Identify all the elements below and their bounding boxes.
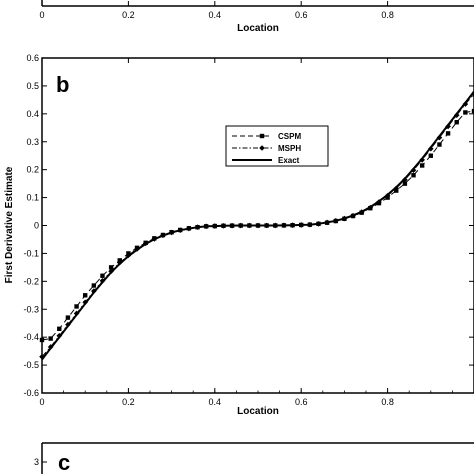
panel-b: 0 0.2 0.4 0.6 0.8 -0.6-0.5-0.4-0.3-0.2-0.100… xyxy=(4,53,474,417)
panel-b-y-tick-label: -0.5 xyxy=(23,360,39,370)
panel-b-y-axis-label: First Derivative Estimate xyxy=(4,166,15,283)
cspm-point xyxy=(437,142,442,147)
legend-label-exact: Exact xyxy=(278,156,300,165)
legend-marker-msph xyxy=(259,145,265,151)
panel-c-y-tick-label: 3 xyxy=(34,457,39,467)
cspm-point xyxy=(83,293,88,298)
panel-a-x-tick-label: 0.8 xyxy=(381,10,394,20)
cspm-point xyxy=(108,265,114,270)
cspm-point xyxy=(39,337,45,343)
panel-a-x-axis-label: Location xyxy=(237,23,279,34)
panel-b-letter: b xyxy=(56,72,69,97)
cspm-point xyxy=(454,120,459,125)
series-line-exact xyxy=(41,90,474,361)
cspm-point xyxy=(57,326,62,331)
panel-b-y-tick-label: 0.6 xyxy=(26,53,39,63)
panel-c-y-ticks: 3 xyxy=(34,457,47,467)
cspm-point xyxy=(411,173,416,178)
panel-b-y-tick-label: 0 xyxy=(34,221,39,231)
legend-label-msph: MSPH xyxy=(278,144,301,153)
panel-b-x-axis-label: Location xyxy=(237,406,279,417)
panel-b-y-tick-label: 0.1 xyxy=(26,193,39,203)
legend: CSPM MSPH Exact xyxy=(225,125,329,167)
panel-c: c 3 xyxy=(34,442,474,474)
panel-b-y-tick-label: -0.4 xyxy=(23,332,39,342)
panel-a-x-tick-label: 0 xyxy=(39,10,44,20)
panel-a-x-tick-label: 0.6 xyxy=(295,10,308,20)
cspm-point xyxy=(463,110,468,115)
panel-b-y-tick-label: -0.3 xyxy=(23,304,39,314)
panel-b-x-tick-label: 0.8 xyxy=(381,397,394,407)
cspm-point xyxy=(445,131,451,136)
panel-b-x-tick-label: 0 xyxy=(39,397,44,407)
cspm-point xyxy=(471,108,474,114)
panel-b-x-tick-label: 0.6 xyxy=(295,397,308,407)
cspm-point xyxy=(48,336,53,341)
cspm-point xyxy=(65,315,71,320)
panel-b-x-ticks: 0 0.2 0.4 0.6 0.8 xyxy=(39,58,474,407)
cspm-point xyxy=(74,304,79,309)
panel-b-y-tick-label: 0.2 xyxy=(26,165,39,175)
panel-b-y-ticks: -0.6 -0.5 -0.4 -0.3 -0.2 -0.1 0 0.1 0.2 0.3 0.4 0.5… xyxy=(23,53,474,398)
legend-marker-cspm xyxy=(259,133,265,139)
series-line-cspm xyxy=(41,110,474,341)
panel-b-y-tick-label: -0.6 xyxy=(23,388,39,398)
panel-b-x-tick-label: 0.4 xyxy=(209,397,222,407)
panel-a-x-ticks: 0 0.2 0.4 0.6 0.8 xyxy=(39,1,394,20)
cspm-point xyxy=(402,181,408,186)
panel-b-y-tick-label: 0.4 xyxy=(26,109,39,119)
panel-a-x-tick-label: 0.2 xyxy=(122,10,135,20)
panel-c-letter: c xyxy=(58,450,70,474)
cspm-point xyxy=(100,273,105,278)
panel-b-x-tick-label: 0.2 xyxy=(122,397,135,407)
cspm-point xyxy=(428,153,433,158)
cspm-point xyxy=(91,283,97,288)
legend-label-cspm: CSPM xyxy=(278,132,301,141)
panel-b-y-tick-label: -0.2 xyxy=(23,276,39,286)
legend-entries: CSPM MSPH Exact xyxy=(232,132,301,165)
cspm-point xyxy=(419,163,425,168)
panel-a-x-tick-label: 0.4 xyxy=(209,10,222,20)
panel-b-y-tick-label: -0.1 xyxy=(23,248,39,258)
msph-point xyxy=(39,353,45,360)
panel-b-y-tick-label: 0.3 xyxy=(26,137,39,147)
panel-b-series xyxy=(39,90,474,361)
panel-a: 0 0.2 0.4 0.6 0.8 Location xyxy=(39,0,474,34)
panel-b-y-tick-label: 0.5 xyxy=(26,81,39,91)
